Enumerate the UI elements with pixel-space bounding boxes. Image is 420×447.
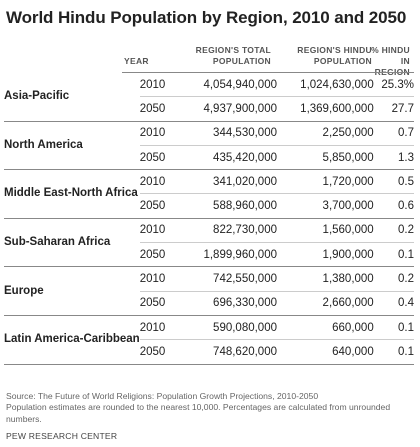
table-row: Latin America-Caribbean 2010 590,080,000 66… <box>4 315 414 365</box>
percent-hindu-cell: 0.6 <box>373 193 414 219</box>
region-name: Sub-Saharan Africa <box>4 218 140 268</box>
table-row: Europe 2010 742,550,000 1,380,000 0.2 <box>4 266 414 316</box>
region-name: Latin America-Caribbean <box>4 315 140 365</box>
total-population-cell: 4,054,940,000 <box>177 73 277 98</box>
table-row: 2050 4,937,900,000 1,369,600,000 27.7 <box>4 96 414 122</box>
total-population-cell: 435,420,000 <box>177 145 277 171</box>
hindu-population-cell: 1,560,000 <box>277 218 374 244</box>
hindu-population-cell: 640,000 <box>277 339 374 365</box>
total-population-cell: 590,080,000 <box>177 315 277 341</box>
table-row: 2050 435,420,000 5,850,000 1.3 <box>4 145 414 171</box>
year-cell: 2010 <box>139 121 178 146</box>
region-name: Asia-Pacific <box>4 73 140 122</box>
table-row: North America 2010 344,530,000 2,250,000 0.7 <box>4 121 414 171</box>
year-cell: 2050 <box>139 242 178 268</box>
table-row: 2050 748,620,000 640,000 0.1 <box>4 339 414 365</box>
hindu-population-cell: 1,900,000 <box>277 242 374 268</box>
column-header-hindu-line1: REGION'S HINDU <box>297 45 372 55</box>
total-population-cell: 742,550,000 <box>177 266 277 292</box>
year-cell: 2010 <box>139 266 178 292</box>
total-population-cell: 588,960,000 <box>177 193 277 219</box>
total-population-cell: 4,937,900,000 <box>177 96 277 122</box>
total-population-cell: 1,899,960,000 <box>177 242 277 268</box>
header-divider <box>122 72 414 73</box>
total-population-cell: 344,530,000 <box>177 121 277 146</box>
hindu-population-cell: 1,380,000 <box>277 266 374 292</box>
hindu-population-cell: 2,660,000 <box>277 291 374 316</box>
hindu-population-cell: 5,850,000 <box>277 145 374 171</box>
region-name: Europe <box>4 266 140 316</box>
notes: Source: The Future of World Religions: P… <box>6 391 416 425</box>
total-population-cell: 822,730,000 <box>177 218 277 244</box>
percent-hindu-cell: 0.5 <box>373 169 414 195</box>
hindu-population-cell: 660,000 <box>277 315 374 341</box>
year-cell: 2010 <box>139 315 178 341</box>
region-name: North America <box>4 121 140 171</box>
percent-hindu-cell: 1.3 <box>373 145 414 171</box>
hindu-population-cell: 3,700,000 <box>277 193 374 219</box>
data-table: Asia-Pacific 2010 4,054,940,000 1,024,630,0… <box>4 73 414 365</box>
column-header-total-line1: REGION'S TOTAL <box>195 45 271 55</box>
percent-hindu-cell: 0.1 <box>373 315 414 341</box>
hindu-population-cell: 1,720,000 <box>277 169 374 195</box>
percent-hindu-cell: 0.7 <box>373 121 414 146</box>
source-note: Source: The Future of World Religions: P… <box>6 391 319 401</box>
column-header-pct-line1: % HINDU <box>371 45 410 55</box>
table-row: Sub-Saharan Africa 2010 822,730,000 1,560,0… <box>4 218 414 268</box>
hindu-population-cell: 2,250,000 <box>277 121 374 146</box>
percent-hindu-cell: 0.4 <box>373 291 414 316</box>
hindu-population-cell: 1,024,630,000 <box>277 73 374 98</box>
percent-hindu-cell: 0.1 <box>373 339 414 365</box>
year-cell: 2010 <box>139 218 178 244</box>
table-row: Middle East-North Africa 2010 341,020,000 1… <box>4 169 414 219</box>
percent-hindu-cell: 0.2 <box>373 266 414 292</box>
year-cell: 2050 <box>139 145 178 171</box>
table-row: 2050 696,330,000 2,660,000 0.4 <box>4 291 414 316</box>
brand-credit: PEW RESEARCH CENTER <box>6 431 118 441</box>
percent-hindu-cell: 0.2 <box>373 218 414 244</box>
table-row: 2050 1,899,960,000 1,900,000 0.1 <box>4 242 414 268</box>
table-row: 2050 588,960,000 3,700,000 0.6 <box>4 193 414 219</box>
table-body: Asia-Pacific 2010 4,054,940,000 1,024,630,0… <box>4 73 414 365</box>
year-cell: 2010 <box>139 73 178 98</box>
column-header-hindu-line2: POPULATION <box>313 56 372 66</box>
region-name: Middle East-North Africa <box>4 169 140 219</box>
table-row: Asia-Pacific 2010 4,054,940,000 1,024,630,0… <box>4 73 414 122</box>
percent-hindu-cell: 0.1 <box>373 242 414 268</box>
percent-hindu-cell: 27.7 <box>373 96 414 122</box>
total-population-cell: 696,330,000 <box>177 291 277 316</box>
detail-note: Population estimates are rounded to the … <box>6 402 391 424</box>
column-header-total-population: REGION'S TOTAL POPULATION <box>163 45 271 67</box>
percent-hindu-cell: 25.3% <box>373 73 414 98</box>
year-cell: 2050 <box>139 291 178 316</box>
column-header-year: YEAR <box>124 56 149 66</box>
hindu-population-cell: 1,369,600,000 <box>277 96 374 122</box>
column-header-total-line2: POPULATION <box>212 56 271 66</box>
column-header-hindu-population: REGION'S HINDU POPULATION <box>270 45 372 67</box>
year-cell: 2010 <box>139 169 178 195</box>
total-population-cell: 748,620,000 <box>177 339 277 365</box>
total-population-cell: 341,020,000 <box>177 169 277 195</box>
year-cell: 2050 <box>139 193 178 219</box>
year-cell: 2050 <box>139 96 178 122</box>
chart-title: World Hindu Population by Region, 2010 a… <box>6 8 407 27</box>
year-cell: 2050 <box>139 339 178 365</box>
